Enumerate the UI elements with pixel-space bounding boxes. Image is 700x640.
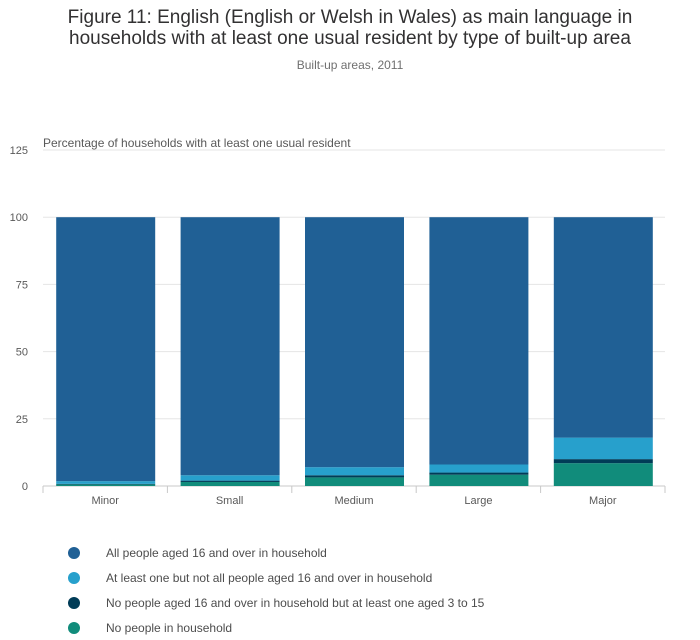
x-tick-label: Medium [334, 495, 373, 507]
chart-title-line-2: households with at least one usual resid… [69, 28, 631, 49]
y-axis-label: Percentage of households with at least o… [43, 136, 351, 150]
chart-title: Figure 11: English (English or Welsh in … [0, 7, 700, 49]
bar-segment [553, 217, 653, 438]
legend-label: At least one but not all people aged 16 … [106, 570, 433, 585]
legend-item: No people aged 16 and over in household … [68, 590, 484, 615]
bar-segment [305, 477, 404, 486]
x-tick-label: Minor [91, 495, 119, 507]
bar-segment [180, 217, 280, 476]
bar-segment [429, 217, 529, 465]
bar-segment [56, 483, 156, 485]
legend-item: No people in household [68, 615, 484, 640]
y-tick-label: 0 [22, 481, 28, 493]
bar-segment [56, 484, 156, 486]
legend-item: At least one but not all people aged 16 … [68, 565, 484, 590]
x-tick-label: Small [216, 495, 244, 507]
bar-segment [180, 480, 280, 482]
bar-segment [56, 217, 156, 482]
stacked-bar-chart: 0 25 50 75 100 125 Percentage of households wi… [10, 136, 666, 507]
bar-segment [56, 481, 156, 484]
x-tick-label: Major [589, 495, 617, 507]
bar-segment [180, 475, 280, 481]
chart-title-line-1: Figure 11: English (English or Welsh in … [67, 7, 633, 28]
legend-label: No people aged 16 and over in household … [106, 595, 485, 610]
legend-swatch [68, 621, 80, 634]
bar-segment [553, 463, 653, 486]
bar-segment [305, 475, 404, 478]
x-tick-label: Large [464, 495, 492, 507]
bar-segment [429, 464, 529, 473]
bar-segment [553, 437, 653, 460]
legend-swatch [68, 571, 80, 584]
bar-segment [305, 217, 404, 468]
y-tick-label: 125 [10, 145, 28, 157]
legend-label: All people aged 16 and over in household [106, 545, 327, 560]
legend-item: All people aged 16 and over in household [68, 540, 484, 565]
chart-legend: All people aged 16 and over in household… [68, 540, 484, 640]
y-tick-label: 75 [16, 279, 28, 291]
bar-segment [429, 472, 529, 475]
bar-segment [180, 481, 280, 486]
bar-segment [553, 459, 653, 464]
chart-subtitle: Built-up areas, 2011 [296, 58, 404, 72]
legend-label: No people in household [106, 620, 233, 635]
bar-segment [305, 467, 404, 476]
y-tick-label: 50 [16, 347, 28, 359]
bar-segment [429, 474, 529, 486]
y-tick-label: 100 [10, 212, 28, 224]
y-tick-label: 25 [16, 414, 28, 426]
legend-swatch [68, 546, 80, 559]
legend-swatch [68, 596, 80, 609]
